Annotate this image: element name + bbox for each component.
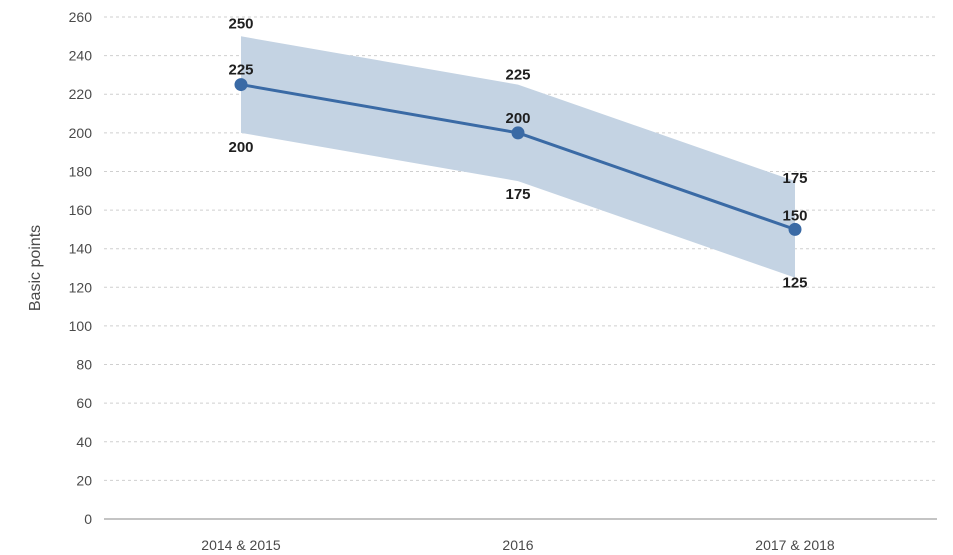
x-axis-ticks: 2014 & 2015 2016 2017 & 2018	[201, 537, 835, 553]
y-tick-label: 0	[84, 511, 92, 527]
y-tick-label: 40	[76, 434, 92, 450]
y-tick-label: 200	[69, 125, 93, 141]
x-tick-label: 2017 & 2018	[755, 537, 835, 553]
y-tick-label: 80	[76, 357, 92, 373]
upper-bound-label: 175	[782, 170, 807, 187]
range-band	[241, 36, 795, 278]
upper-bound-label: 225	[505, 67, 530, 84]
x-tick-label: 2016	[502, 537, 533, 553]
y-tick-label: 180	[69, 163, 93, 179]
y-tick-label: 240	[69, 48, 93, 64]
y-tick-label: 20	[76, 472, 92, 488]
y-tick-label: 100	[69, 318, 93, 334]
value-label: 150	[782, 207, 807, 224]
x-tick-label: 2014 & 2015	[201, 537, 281, 553]
data-labels: 250 225 175 225 200 150 200 175 125	[228, 15, 807, 291]
y-tick-label: 60	[76, 395, 92, 411]
value-label: 200	[505, 110, 530, 127]
lower-bound-label: 125	[782, 275, 807, 292]
data-point-marker	[788, 222, 802, 236]
y-tick-label: 260	[69, 9, 93, 25]
lower-bound-label: 200	[228, 139, 253, 156]
upper-bound-label: 250	[228, 15, 253, 32]
y-tick-label: 220	[69, 86, 93, 102]
y-axis-ticks: 0 20 40 60 80 100 120 140 160 180 200 220 240 260	[69, 9, 93, 527]
lower-bound-label: 175	[505, 186, 530, 203]
y-axis-title: Basic points	[27, 225, 44, 311]
y-tick-label: 120	[69, 279, 93, 295]
range-band-area	[241, 36, 795, 278]
series-markers	[234, 78, 802, 236]
y-tick-label: 160	[69, 202, 93, 218]
value-label: 225	[228, 62, 253, 79]
y-tick-label: 140	[69, 241, 93, 257]
data-point-marker	[511, 126, 525, 140]
data-point-marker	[234, 78, 248, 92]
